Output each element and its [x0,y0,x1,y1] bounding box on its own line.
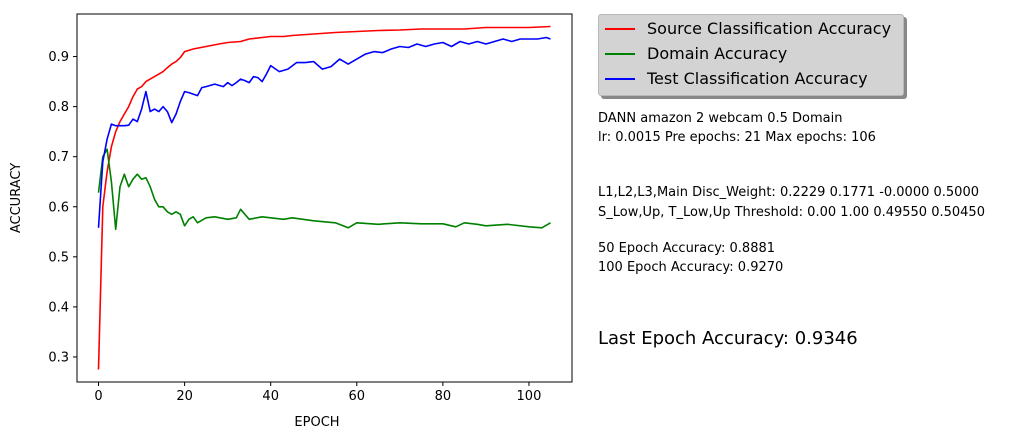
x-tick-label: 60 [349,389,366,404]
last-epoch-accuracy: Last Epoch Accuracy: 0.9346 [598,328,858,349]
epoch-50-accuracy: 50 Epoch Accuracy: 0.8881 [598,241,776,256]
hyperparameters: lr: 0.0015 Pre epochs: 21 Max epochs: 10… [598,130,876,145]
legend-item-source: Source Classification Accuracy [605,16,891,41]
x-tick-label: 100 [517,389,542,404]
x-tick-label: 80 [435,389,452,404]
legend-label-domain: Domain Accuracy [647,44,788,63]
y-tick-label: 0.7 [48,150,69,165]
y-tick-label: 0.3 [48,350,69,365]
y-axis-label: ACCURACY [9,163,24,233]
series-line-1 [97,148,551,231]
y-tick-label: 0.4 [48,300,69,315]
thresholds: S_Low,Up, T_Low,Up Threshold: 0.00 1.00 … [598,205,985,220]
legend-swatch-test [605,77,635,80]
x-tick-label: 40 [262,389,279,404]
legend-item-domain: Domain Accuracy [605,41,787,66]
series-line-0 [97,25,551,370]
chart-axes: 0 20 40 60 80 100 0.3 0.4 0.5 0.6 0.7 0.8 0.9 [48,13,573,404]
y-tick-label: 0.9 [48,50,69,65]
series-line-2 [97,36,551,228]
chart-legend: Source Classification Accuracy Domain Ac… [598,14,904,96]
x-tick-label: 20 [176,389,193,404]
x-tick-label: 0 [94,389,102,404]
legend-swatch-domain [605,52,635,55]
discriminator-weights: L1,L2,L3,Main Disc_Weight: 0.2229 0.1771… [598,185,979,200]
plot-frame [76,13,573,383]
y-tick-label: 0.8 [48,100,69,115]
y-tick-label: 0.6 [48,200,69,215]
x-axis-label: EPOCH [294,415,339,430]
chart-marks [97,25,551,370]
legend-swatch-source [605,27,635,30]
y-tick-label: 0.5 [48,250,69,265]
epoch-100-accuracy: 100 Epoch Accuracy: 0.9270 [598,260,784,275]
legend-item-test: Test Classification Accuracy [605,66,868,91]
legend-label-source: Source Classification Accuracy [647,19,892,38]
run-description: DANN amazon 2 webcam 0.5 Domain [598,111,843,126]
legend-label-test: Test Classification Accuracy [647,69,868,88]
